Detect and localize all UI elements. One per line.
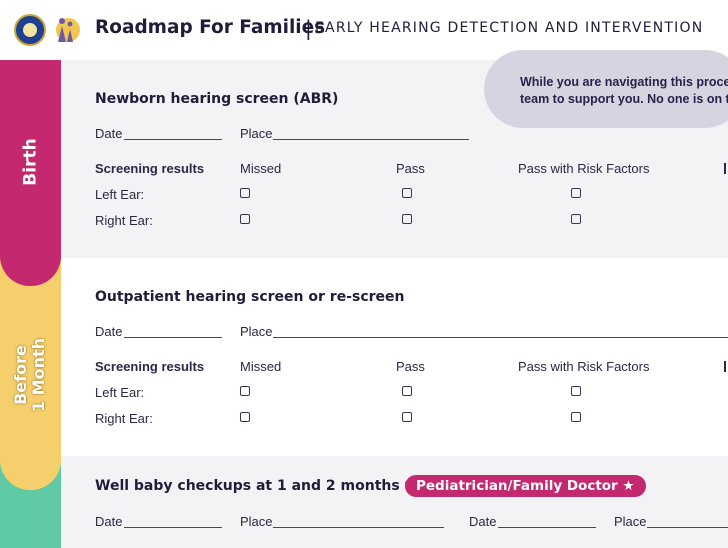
date-label: Date bbox=[95, 126, 123, 141]
date-field[interactable] bbox=[124, 337, 222, 338]
before-1-month-stage-label: Before 1 Month bbox=[0, 330, 61, 420]
page-subtitle: EARLY HEARING DETECTION AND INTERVENTION bbox=[315, 20, 704, 36]
left-ear-missed-checkbox[interactable] bbox=[240, 188, 250, 198]
before-1-month-stage-bar bbox=[0, 256, 61, 490]
left-ear-label: Left Ear: bbox=[95, 187, 145, 202]
date-field[interactable] bbox=[124, 527, 222, 528]
place-field[interactable] bbox=[273, 527, 444, 528]
right-ear-label: Right Ear: bbox=[95, 213, 153, 228]
option-pass-risk: Pass with Risk Factors bbox=[518, 161, 650, 176]
outpatient-screen-heading: Outpatient hearing screen or re-screen bbox=[95, 289, 405, 305]
family-program-logo bbox=[56, 18, 80, 42]
well-baby-heading: Well baby checkups at 1 and 2 months wit… bbox=[95, 478, 439, 494]
truncated-option-edge bbox=[724, 163, 726, 174]
title-separator: | bbox=[305, 16, 312, 40]
screening-results-label: Screening results bbox=[95, 359, 205, 374]
right-ear-missed-checkbox[interactable] bbox=[240, 214, 250, 224]
left-ear-pass-checkbox[interactable] bbox=[402, 188, 412, 198]
right-ear-pass-risk-checkbox[interactable] bbox=[571, 214, 581, 224]
left-ear-pass-checkbox[interactable] bbox=[402, 386, 412, 396]
page-header: Roadmap For Families | EARLY HEARING DET… bbox=[0, 0, 728, 60]
option-pass-risk: Pass with Risk Factors bbox=[518, 359, 650, 374]
right-ear-missed-checkbox[interactable] bbox=[240, 412, 250, 422]
left-ear-pass-risk-checkbox[interactable] bbox=[571, 188, 581, 198]
before-1-month-line1: Before bbox=[11, 345, 31, 405]
well-baby-section bbox=[61, 456, 728, 548]
option-missed: Missed bbox=[240, 359, 282, 374]
outpatient-screen-section bbox=[61, 258, 728, 456]
place-label: Place bbox=[240, 324, 273, 339]
date-label-2: Date bbox=[469, 514, 497, 529]
option-pass: Pass bbox=[396, 359, 425, 374]
date-label: Date bbox=[95, 324, 123, 339]
state-seal-logo bbox=[14, 14, 46, 46]
truncated-option-edge bbox=[724, 361, 726, 372]
place-label: Place bbox=[240, 514, 273, 529]
date-field[interactable] bbox=[124, 139, 222, 140]
right-ear-pass-checkbox[interactable] bbox=[402, 412, 412, 422]
left-ear-pass-risk-checkbox[interactable] bbox=[571, 386, 581, 396]
place-field[interactable] bbox=[273, 337, 728, 338]
left-ear-missed-checkbox[interactable] bbox=[240, 386, 250, 396]
before-1-month-line2: 1 Month bbox=[29, 337, 49, 413]
support-callout: While you are navigating this proce team… bbox=[484, 50, 728, 128]
birth-stage-label: Birth bbox=[20, 138, 41, 186]
place-field[interactable] bbox=[273, 139, 469, 140]
newborn-screen-heading: Newborn hearing screen (ABR) bbox=[95, 91, 339, 107]
place-label: Place bbox=[240, 126, 273, 141]
left-ear-label: Left Ear: bbox=[95, 385, 145, 400]
date-label: Date bbox=[95, 514, 123, 529]
callout-line-1: While you are navigating this proce bbox=[520, 75, 728, 89]
pediatrician-badge: Pediatrician/Family Doctor ★ bbox=[405, 475, 646, 497]
place-label-2: Place bbox=[614, 514, 647, 529]
option-missed: Missed bbox=[240, 161, 282, 176]
screening-results-label: Screening results bbox=[95, 161, 205, 176]
right-ear-pass-risk-checkbox[interactable] bbox=[571, 412, 581, 422]
date-field-2[interactable] bbox=[498, 527, 596, 528]
place-field-2[interactable] bbox=[647, 527, 728, 528]
page-title: Roadmap For Families bbox=[95, 17, 326, 38]
option-pass: Pass bbox=[396, 161, 425, 176]
birth-stage-bar bbox=[0, 60, 61, 286]
right-ear-label: Right Ear: bbox=[95, 411, 153, 426]
callout-line-2: team to support you. No one is on t bbox=[520, 92, 728, 106]
right-ear-pass-checkbox[interactable] bbox=[402, 214, 412, 224]
